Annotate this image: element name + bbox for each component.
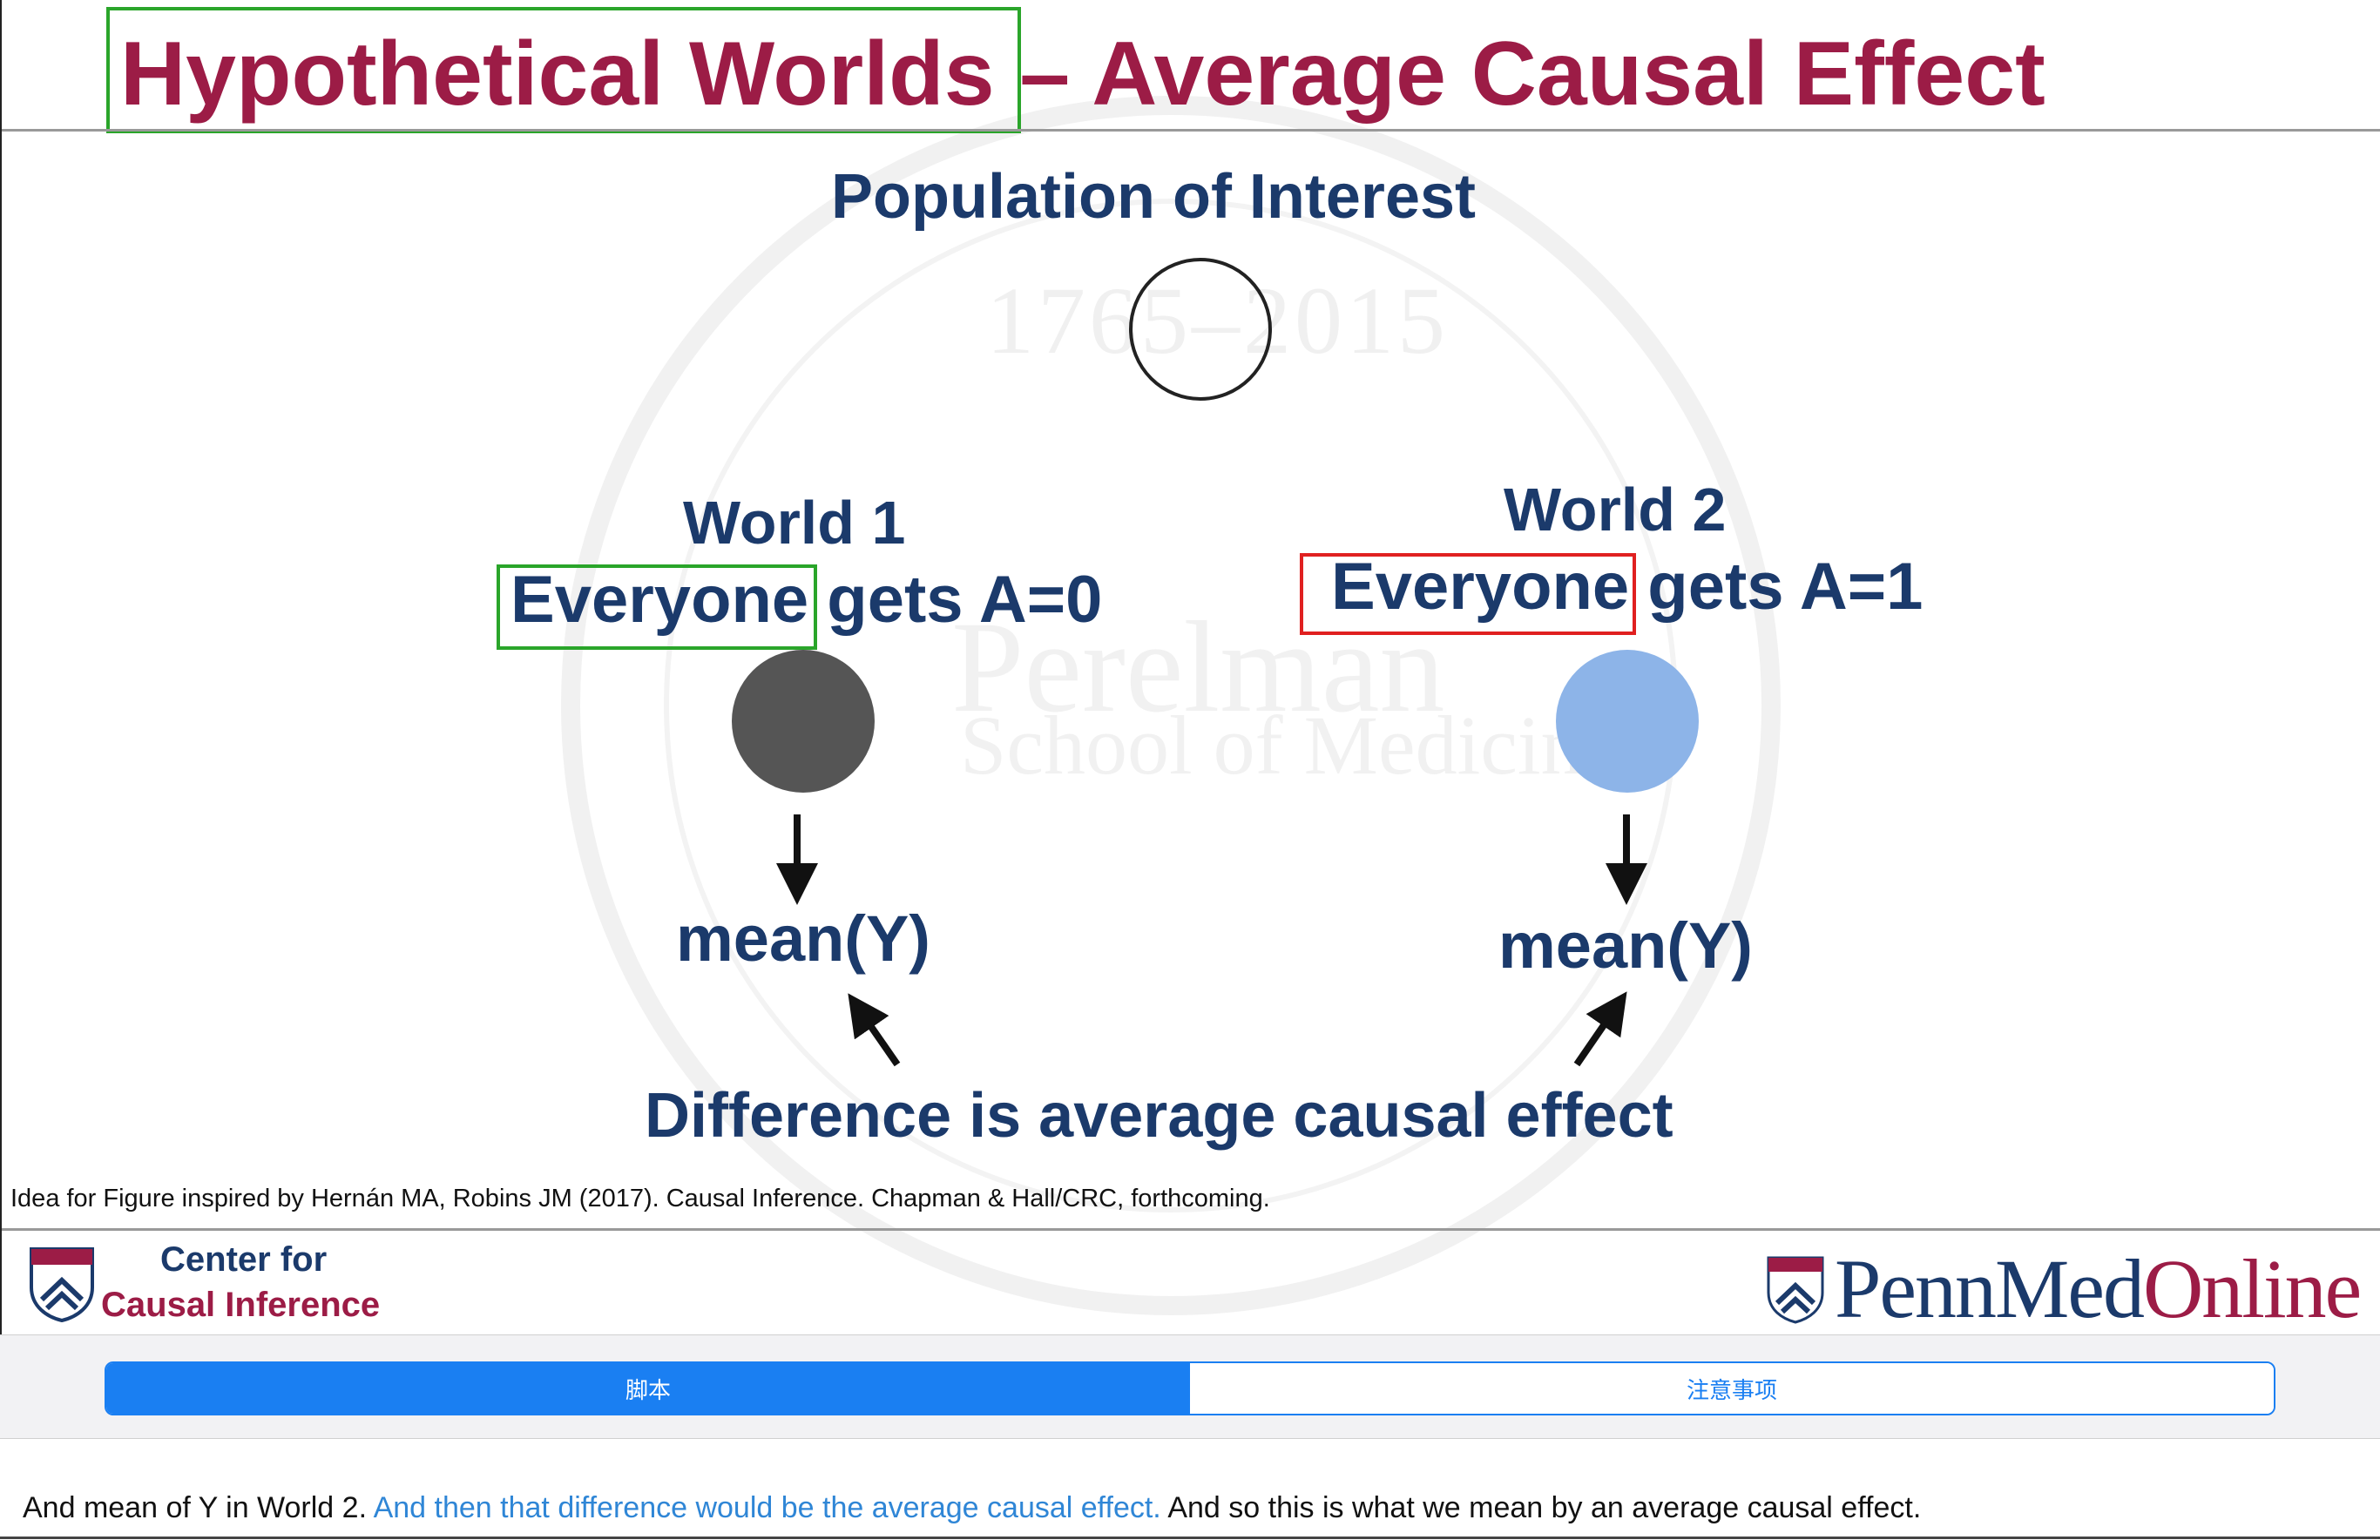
figure-citation: Idea for Figure inspired by Hernán MA, R… — [10, 1185, 1270, 1212]
world2-assignment-rest: gets A=1 — [1629, 550, 1924, 624]
cci-logo-line1: Center for — [160, 1240, 328, 1279]
tab-transcript[interactable]: 脚本 — [106, 1363, 1190, 1414]
world2-assignment: Everyone gets A=1 — [1331, 549, 1923, 625]
pmo-part-med: Med — [1995, 1242, 2145, 1334]
tab-notes[interactable]: 注意事项 — [1190, 1363, 2274, 1414]
population-circle — [1129, 258, 1272, 401]
world1-mean: mean(Y) — [676, 902, 930, 975]
world1-dot — [732, 650, 875, 793]
slide-title: Hypothetical Worlds – Average Causal Eff… — [120, 24, 2045, 125]
difference-label: Difference is average causal effect — [645, 1081, 1673, 1151]
video-slide: 1765–2015 Perelman School of Medicine Hy… — [0, 0, 2380, 1334]
population-label: Population of Interest — [831, 162, 1477, 232]
pmo-part-online: Online — [2142, 1242, 2362, 1334]
pmo-part-penn: Penn — [1835, 1242, 1997, 1334]
difference-right-arrow — [1573, 991, 1627, 1067]
transcript-after: And so this is what we mean by an averag… — [1160, 1491, 1922, 1524]
world1-highlight-box — [497, 564, 817, 650]
watermark-school: School of Medicine — [960, 699, 1620, 792]
title-highlight-box — [106, 7, 1021, 133]
world2-highlight-box — [1300, 553, 1636, 635]
title-divider — [2, 129, 2380, 132]
world2-highlight-word: Everyone — [1331, 550, 1630, 624]
world1-title: World 1 — [683, 489, 906, 557]
world1-assignment: Everyone gets A=0 — [510, 562, 1102, 638]
transcript-current-sentence[interactable]: And then that difference would be the av… — [373, 1491, 1161, 1524]
pennmed-shield-icon — [1767, 1256, 1824, 1324]
world2-dot — [1556, 650, 1699, 793]
transcript-text[interactable]: And mean of Y in World 2. And then that … — [23, 1491, 1921, 1525]
pennmedonline-logo: PennMedOnline — [1835, 1240, 2362, 1334]
diagram-arrows — [776, 814, 1647, 1067]
penn-shield-icon — [30, 1247, 94, 1322]
cci-logo-line2: Causal Inference — [101, 1286, 381, 1324]
tab-bar: 脚本 注意事项 — [0, 1334, 2380, 1439]
footer-divider — [2, 1228, 2380, 1231]
world1-highlight-word: Everyone — [510, 563, 809, 637]
bottom-divider — [0, 1537, 2380, 1539]
world1-assignment-rest: gets A=0 — [808, 563, 1103, 637]
world2-mean: mean(Y) — [1498, 909, 1753, 982]
world2-title: World 2 — [1504, 476, 1727, 544]
segmented-control: 脚本 注意事项 — [105, 1361, 2275, 1415]
difference-left-arrow — [848, 993, 901, 1067]
transcript-before: And mean of Y in World 2. — [23, 1491, 374, 1524]
watermark-name: Perelman — [951, 595, 1445, 740]
